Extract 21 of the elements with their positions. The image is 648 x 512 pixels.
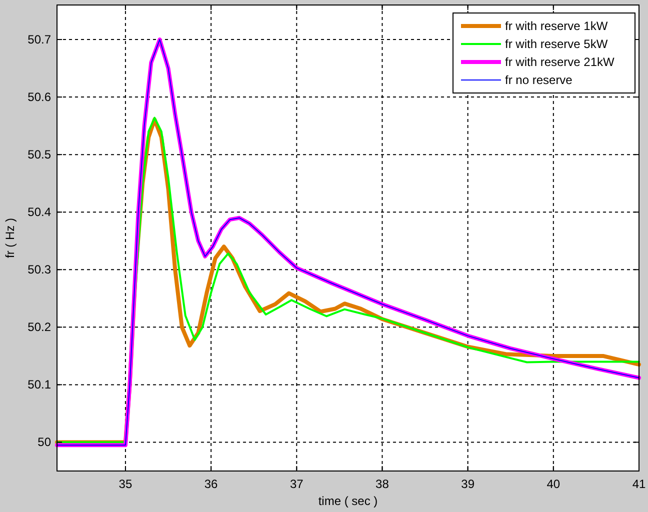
y-tick-label: 50.1	[28, 378, 52, 392]
x-axis-title: time ( sec )	[318, 494, 378, 508]
y-tick-label: 50.5	[28, 148, 52, 162]
x-tick-label: 36	[204, 477, 218, 491]
y-axis-title: fr ( Hz )	[3, 218, 17, 258]
x-tick-label: 38	[376, 477, 390, 491]
y-tick-label: 50.4	[28, 205, 52, 220]
x-tick-label: 41	[632, 477, 646, 491]
y-tick-label: 50.6	[28, 90, 52, 104]
x-tick-label: 40	[546, 477, 560, 491]
legend-label: fr with reserve 5kW	[505, 37, 608, 51]
legend-label: fr with reserve 1kW	[505, 19, 608, 33]
y-tick-label: 50.2	[28, 320, 52, 334]
x-tick-label: 37	[290, 477, 304, 491]
y-tick-label: 50.3	[28, 262, 52, 277]
y-tick-label: 50	[38, 435, 52, 450]
x-tick-label: 39	[461, 477, 475, 491]
legend-label: fr with reserve 21kW	[505, 55, 616, 69]
x-tick-label: 35	[118, 477, 132, 491]
legend-label: fr no reserve	[505, 73, 573, 87]
y-tick-label: 50.7	[28, 32, 52, 47]
